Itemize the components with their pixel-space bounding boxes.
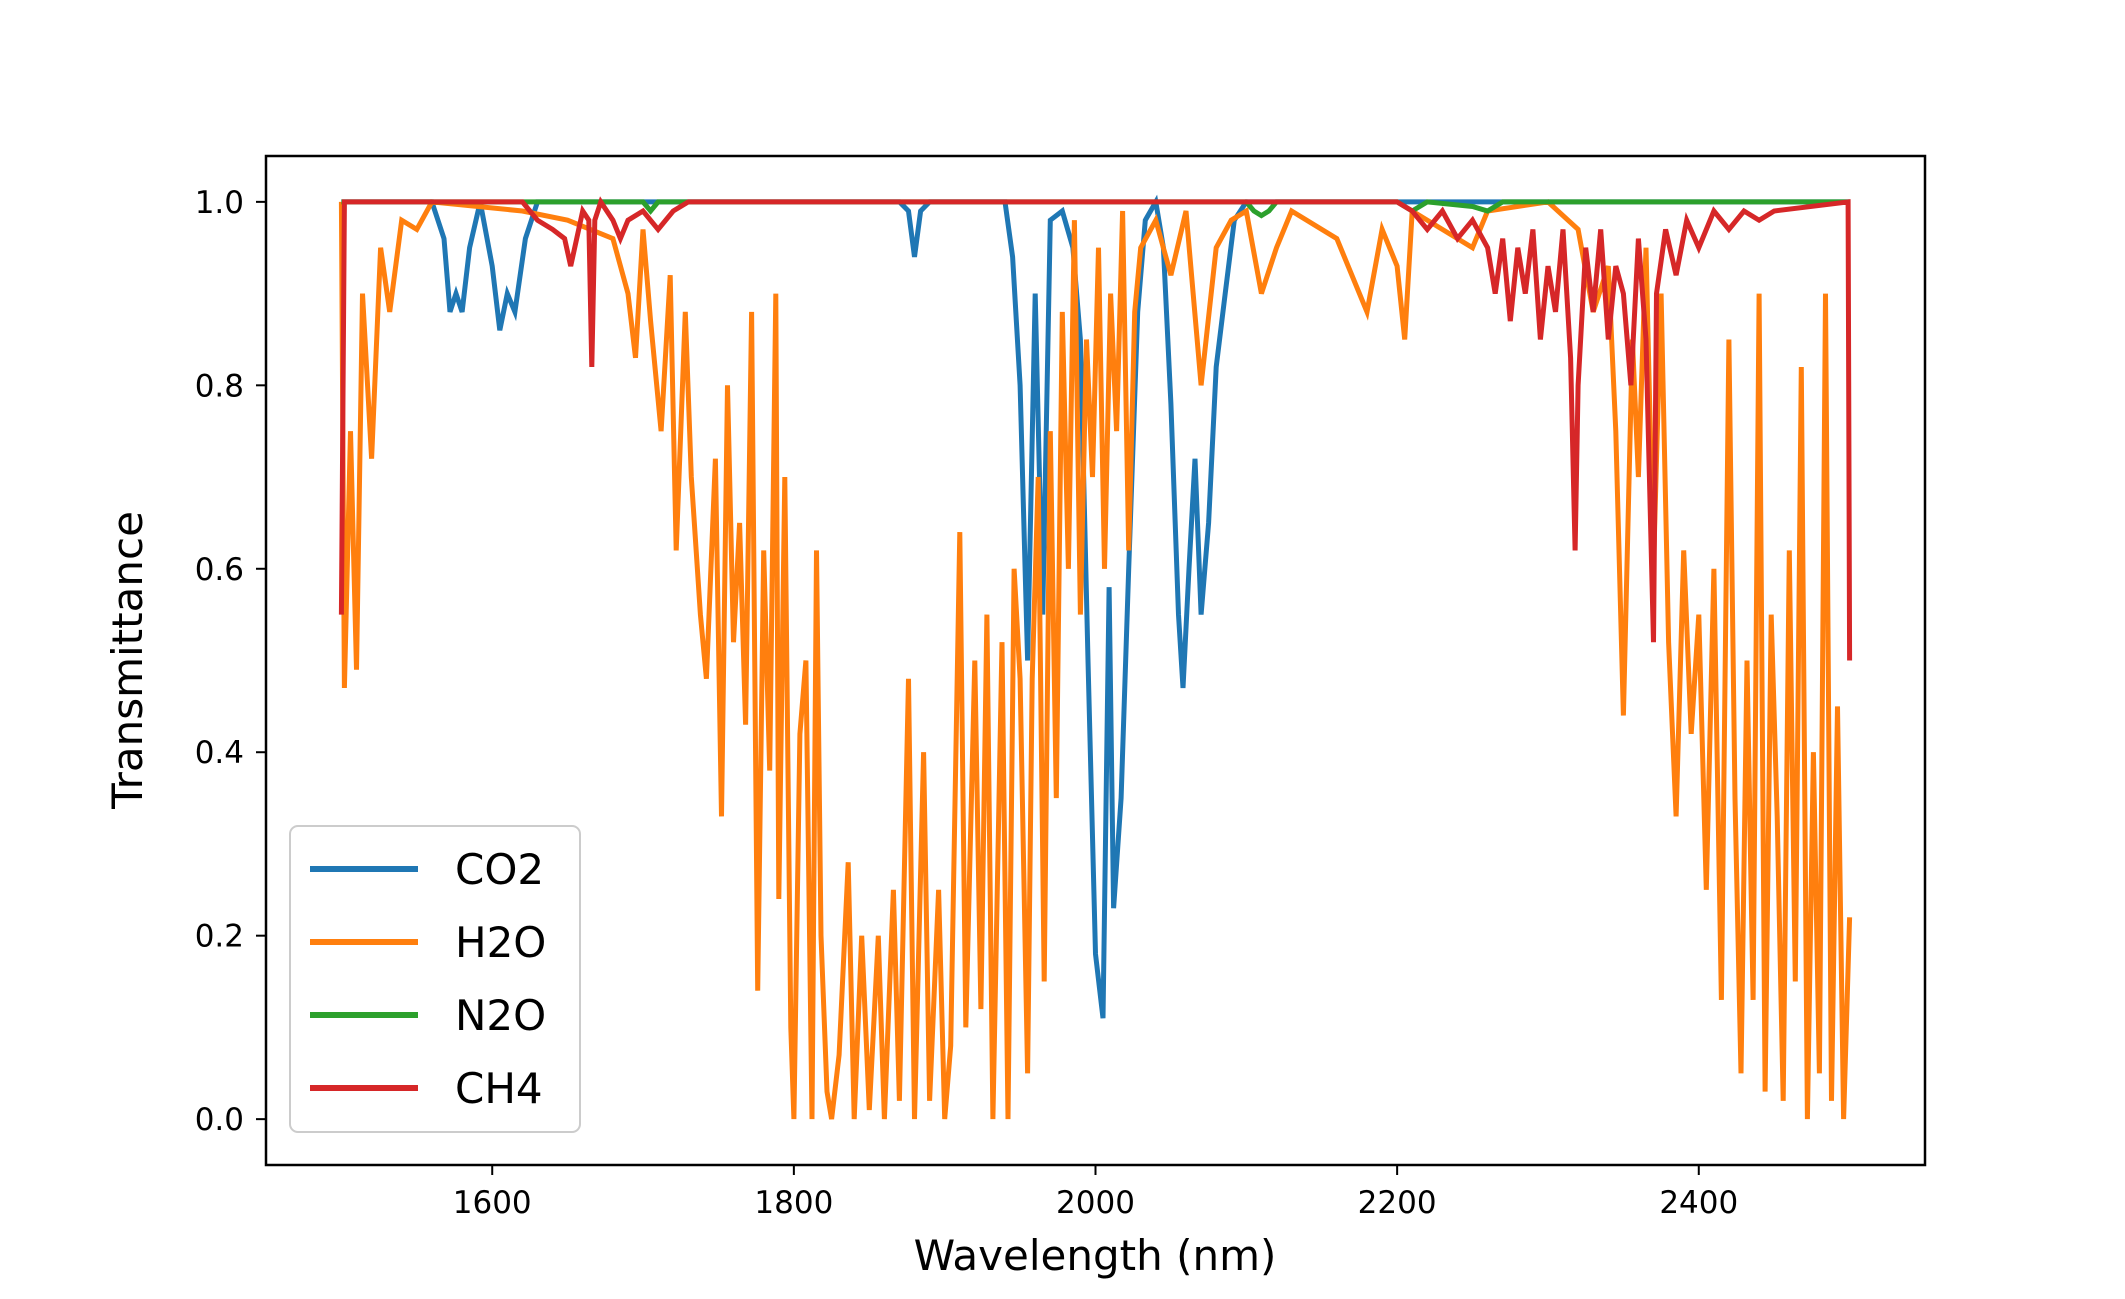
y-tick-label: 0.2 <box>195 919 244 955</box>
x-tick-label: 2000 <box>1056 1185 1135 1221</box>
legend: CO2 H2O N2O CH4 <box>289 825 581 1133</box>
x-axis-label: Wavelength (nm) <box>914 1231 1277 1280</box>
legend-label-h2o: H2O <box>455 918 546 967</box>
x-tick-label: 1800 <box>754 1185 833 1221</box>
series-line-ch4 <box>338 196 1853 661</box>
y-axis-label: Transmittance <box>103 511 152 810</box>
legend-label-co2: CO2 <box>455 845 544 894</box>
x-tick-label: 2400 <box>1659 1185 1738 1221</box>
x-tick-label: 1600 <box>453 1185 532 1221</box>
y-tick-label: 0.0 <box>195 1102 244 1138</box>
series-layer <box>338 194 1853 1120</box>
legend-label-ch4: CH4 <box>455 1064 543 1113</box>
y-tick-label: 1.0 <box>195 185 244 221</box>
x-tick-label: 2200 <box>1358 1185 1437 1221</box>
y-tick-label: 0.8 <box>195 368 244 404</box>
y-tick-label: 0.4 <box>195 735 244 771</box>
y-axis-ticks: 0.0 0.2 0.4 0.6 0.8 1.0 <box>195 185 266 1138</box>
x-axis-ticks: 1600 1800 2000 2200 2400 <box>453 1165 1738 1221</box>
legend-frame <box>289 825 581 1133</box>
series-line-n2o <box>341 199 1850 219</box>
series-line-co2 <box>341 194 1850 1019</box>
y-tick-label: 0.6 <box>195 552 244 588</box>
legend-label-n2o: N2O <box>455 991 546 1040</box>
series-line-h2o <box>338 199 1853 1120</box>
